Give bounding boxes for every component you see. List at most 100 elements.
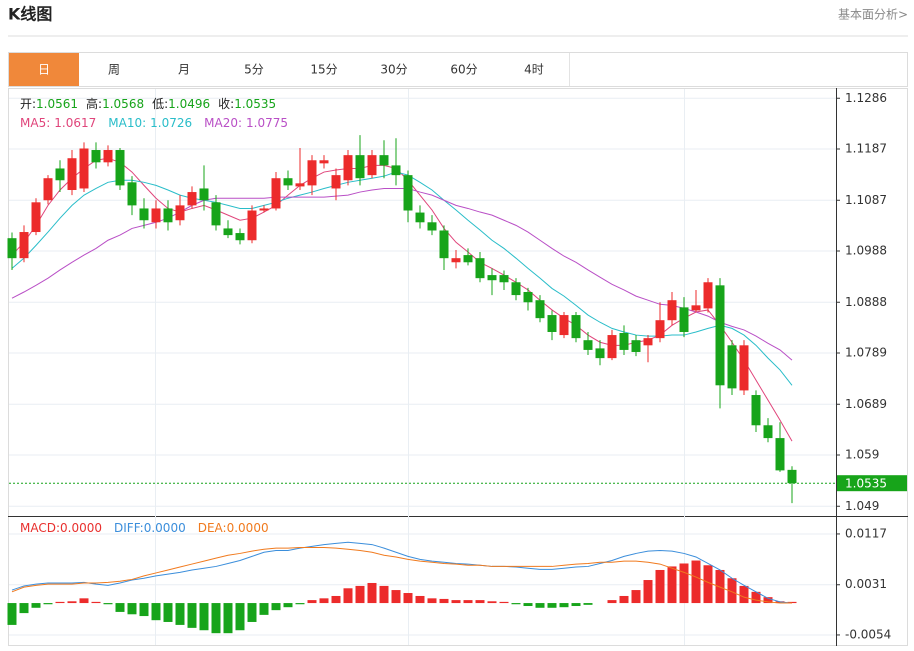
- macd-bar: [295, 603, 305, 605]
- candle-body: [235, 233, 245, 241]
- tab-label[interactable]: 30分: [380, 63, 407, 77]
- candle-body: [655, 320, 665, 339]
- macd-bar: [139, 603, 149, 617]
- candle-body: [103, 150, 113, 163]
- y-tick-label: 1.0888: [845, 295, 887, 309]
- macd-bar: [523, 603, 533, 607]
- candle-body: [475, 258, 485, 279]
- tab[interactable]: [9, 53, 79, 86]
- y-tick-label: 1.1087: [845, 193, 887, 207]
- candle-body: [451, 258, 461, 263]
- candle-body: [415, 212, 425, 223]
- macd-bar: [667, 566, 677, 604]
- candle-body: [43, 178, 53, 201]
- candle-body: [67, 158, 77, 191]
- candle-body: [115, 150, 125, 186]
- macd-bar: [271, 603, 281, 611]
- legend-name: MA20:: [204, 116, 242, 130]
- y-tick-label: 0.0031: [845, 577, 887, 591]
- tab-label[interactable]: 4时: [524, 63, 544, 77]
- macd-legend: MACD:0.0000 DIFF:0.0000 DEA:0.0000: [20, 521, 269, 535]
- tab[interactable]: [79, 53, 149, 86]
- y-tick-label: 1.0689: [845, 397, 887, 411]
- macd-bar: [199, 603, 209, 631]
- tab-label[interactable]: 周: [108, 63, 120, 77]
- tab[interactable]: [499, 53, 569, 86]
- candle-body: [763, 425, 773, 439]
- candle-body: [571, 315, 581, 339]
- legend-value: 1.0617: [54, 116, 96, 130]
- info-label: 开:: [20, 97, 36, 111]
- macd-bar: [487, 601, 497, 604]
- macd-bar: [223, 603, 233, 634]
- tab[interactable]: [219, 53, 289, 86]
- tab-label[interactable]: 60分: [450, 63, 477, 77]
- fundamental-link[interactable]: 基本面分析>: [838, 8, 908, 22]
- y-tick-label: -0.0054: [845, 627, 891, 641]
- macd-bar: [91, 601, 101, 604]
- macd-bar: [55, 601, 65, 604]
- candle-body: [463, 255, 473, 263]
- y-tick-label: 1.1286: [845, 91, 887, 105]
- info-value: 1.0496: [168, 97, 210, 111]
- widget-title: K线图: [8, 5, 52, 24]
- macd-bar: [679, 563, 689, 604]
- legend-value: 1.0775: [246, 116, 288, 130]
- tab-label[interactable]: 日: [38, 63, 50, 77]
- macd-bar: [607, 600, 617, 604]
- macd-bar: [643, 580, 653, 604]
- macd-bar: [619, 595, 629, 604]
- candle-body: [739, 345, 749, 391]
- tab-label[interactable]: 5分: [244, 63, 264, 77]
- tab[interactable]: [429, 53, 499, 86]
- candle-body: [775, 438, 785, 471]
- candle-body: [607, 335, 617, 359]
- candle-body: [559, 315, 569, 336]
- candle-body: [667, 300, 677, 321]
- macd-bar: [67, 601, 77, 604]
- macd-bar: [175, 603, 185, 625]
- macd-bar: [535, 603, 545, 608]
- macd-bar: [727, 578, 737, 604]
- y-tick-label: 1.0789: [845, 346, 887, 360]
- candle-body: [391, 165, 401, 176]
- y-tick-label: 1.049: [845, 499, 879, 513]
- macd-line: [11, 547, 792, 604]
- macd-bar: [631, 590, 641, 604]
- legend-value: 0.0000: [144, 521, 186, 535]
- candle-body: [55, 168, 65, 181]
- candle-body: [79, 148, 89, 189]
- y-tick-label: 1.0988: [845, 243, 887, 257]
- ma-legend: MA5: 1.0617 MA10: 1.0726 MA20: 1.0775: [20, 116, 288, 130]
- macd-bar: [655, 569, 665, 604]
- candle-body: [547, 315, 557, 332]
- legend-name: DIFF:: [114, 521, 144, 535]
- y-tick-label: 0.0117: [845, 526, 887, 540]
- info-value: 1.0568: [102, 97, 144, 111]
- candle-body: [259, 208, 269, 211]
- legend-name: DEA:: [198, 521, 227, 535]
- macd-bar: [163, 603, 173, 622]
- candle-body: [679, 307, 689, 332]
- candle-body: [151, 208, 161, 223]
- candle-body: [175, 205, 185, 221]
- macd-bar: [187, 603, 197, 628]
- macd-bar: [19, 603, 29, 614]
- tab[interactable]: [359, 53, 429, 86]
- tab-label[interactable]: 月: [178, 63, 190, 77]
- macd-bar: [403, 593, 413, 604]
- legend-value: 0.0000: [60, 521, 102, 535]
- candle-body: [523, 292, 533, 303]
- candle-body: [319, 160, 329, 164]
- macd-bar: [475, 600, 485, 604]
- macd-bar: [739, 585, 749, 604]
- tab[interactable]: [149, 53, 219, 86]
- candle-body: [751, 395, 761, 426]
- macd-bar: [307, 600, 317, 604]
- macd-bar: [343, 588, 353, 604]
- tab[interactable]: [289, 53, 359, 86]
- candle-body: [31, 202, 41, 233]
- tab-label[interactable]: 15分: [310, 63, 337, 77]
- candle-body: [355, 155, 365, 179]
